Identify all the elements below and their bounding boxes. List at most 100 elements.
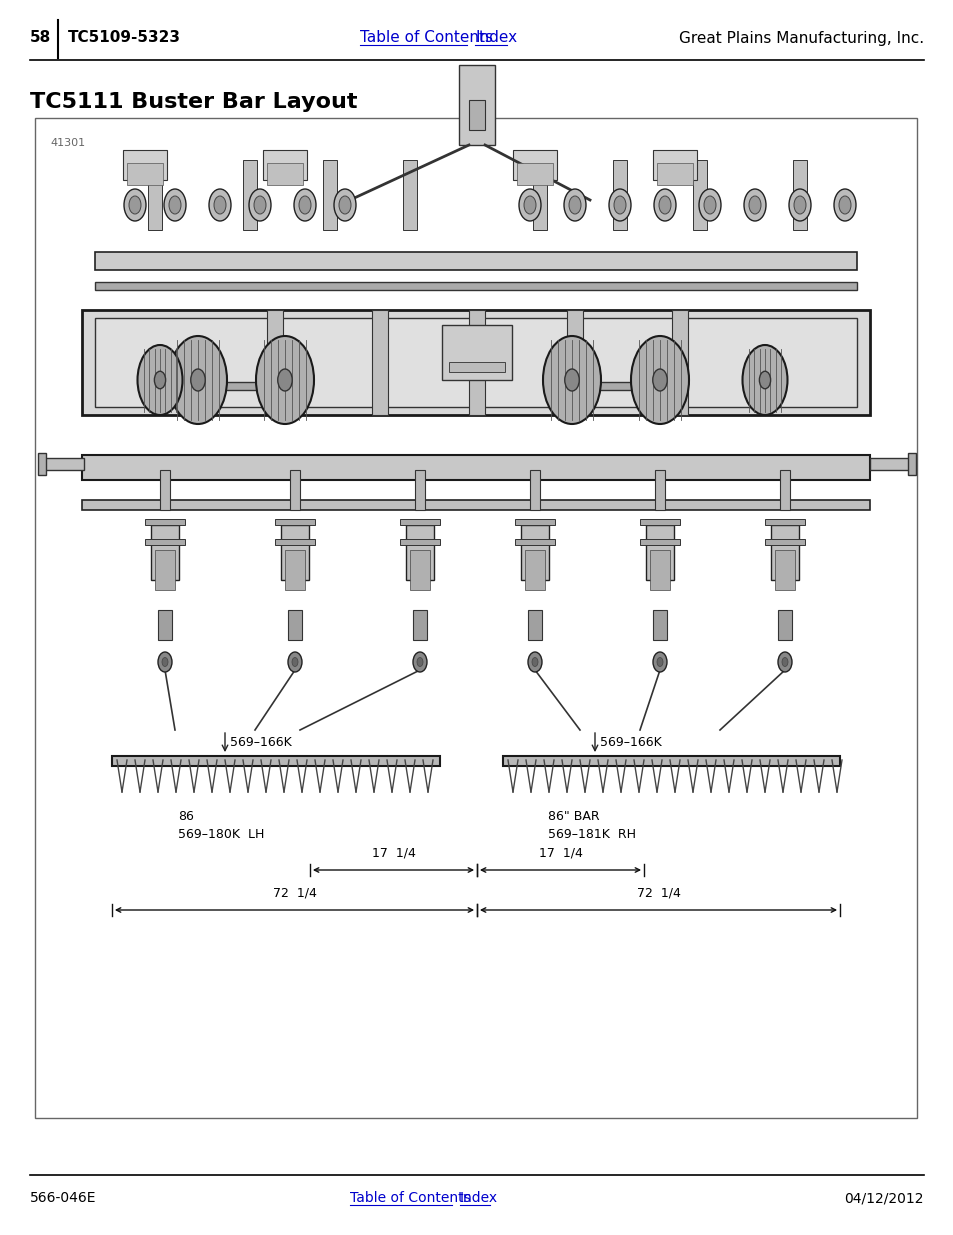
Bar [170,382,299,390]
Bar [774,550,794,590]
Bar [469,310,484,415]
Bar [515,519,555,525]
Ellipse shape [699,189,720,221]
Ellipse shape [137,345,182,415]
Bar [82,454,869,480]
Bar [770,525,799,580]
Ellipse shape [162,657,168,667]
Bar [527,610,541,640]
Text: Table of Contents: Table of Contents [350,1191,470,1205]
Text: Index: Index [475,31,517,46]
Text: Great Plains Manufacturing, Inc.: Great Plains Manufacturing, Inc. [679,31,923,46]
Bar [406,525,434,580]
Ellipse shape [778,652,791,672]
Bar [652,610,666,640]
Ellipse shape [292,657,297,667]
Ellipse shape [781,657,787,667]
Bar [323,161,336,230]
Text: 86" BAR
569–181K  RH: 86" BAR 569–181K RH [547,810,636,841]
Bar [285,550,305,590]
Ellipse shape [564,369,578,391]
Bar [160,471,170,510]
Bar [655,471,664,510]
Bar [372,310,388,415]
Bar [778,610,791,640]
Bar [517,163,553,185]
Ellipse shape [169,336,227,424]
Bar [566,310,582,415]
Ellipse shape [158,652,172,672]
Ellipse shape [518,189,540,221]
Text: 17  1/4: 17 1/4 [538,847,582,860]
Bar [263,149,307,180]
Bar [151,525,179,580]
Ellipse shape [703,196,716,214]
Ellipse shape [652,652,666,672]
Text: Index: Index [459,1191,497,1205]
Ellipse shape [759,372,770,389]
Bar [613,161,626,230]
Bar [154,550,174,590]
Bar [95,252,856,270]
Bar [671,310,687,415]
Ellipse shape [277,369,292,391]
Text: 58: 58 [30,31,51,46]
Bar [513,149,557,180]
Bar [267,163,303,185]
Bar [520,525,548,580]
Text: 72  1/4: 72 1/4 [636,887,679,900]
Text: 569–166K: 569–166K [230,736,292,748]
Bar [281,525,309,580]
Ellipse shape [294,189,315,221]
Ellipse shape [838,196,850,214]
Bar [458,65,495,144]
Text: 566-046E: 566-046E [30,1191,96,1205]
Bar [42,458,84,471]
Ellipse shape [253,196,266,214]
Bar [274,519,314,525]
Bar [35,119,916,1118]
Ellipse shape [568,196,580,214]
Bar [792,161,806,230]
Text: 04/12/2012: 04/12/2012 [843,1191,923,1205]
Text: 41301: 41301 [50,138,85,148]
Bar [123,149,167,180]
Bar [267,310,283,415]
Bar [502,756,840,766]
Bar [469,100,484,130]
Ellipse shape [413,652,427,672]
Text: 72  1/4: 72 1/4 [273,887,316,900]
Bar [399,538,439,545]
Text: TC5111 Buster Bar Layout: TC5111 Buster Bar Layout [30,91,357,112]
Bar [449,362,504,372]
Bar [148,161,162,230]
Bar [533,161,546,230]
Bar [38,453,46,475]
Bar [399,519,439,525]
Bar [290,471,299,510]
Bar [764,519,804,525]
Text: TC5109-5323: TC5109-5323 [68,31,181,46]
Ellipse shape [748,196,760,214]
Bar [530,471,539,510]
Text: Table of Contents: Table of Contents [359,31,493,46]
Ellipse shape [288,652,302,672]
Bar [112,756,439,766]
Text: 17  1/4: 17 1/4 [371,847,415,860]
Bar [95,282,856,290]
Bar [415,471,424,510]
Ellipse shape [334,189,355,221]
Ellipse shape [527,652,541,672]
Ellipse shape [523,196,536,214]
Ellipse shape [129,196,141,214]
Bar [243,161,256,230]
Ellipse shape [169,196,181,214]
Bar [82,310,869,415]
Ellipse shape [614,196,625,214]
Bar [907,453,915,475]
Ellipse shape [657,657,662,667]
Bar [515,538,555,545]
Bar [639,538,679,545]
Bar [127,163,163,185]
Bar [288,610,302,640]
